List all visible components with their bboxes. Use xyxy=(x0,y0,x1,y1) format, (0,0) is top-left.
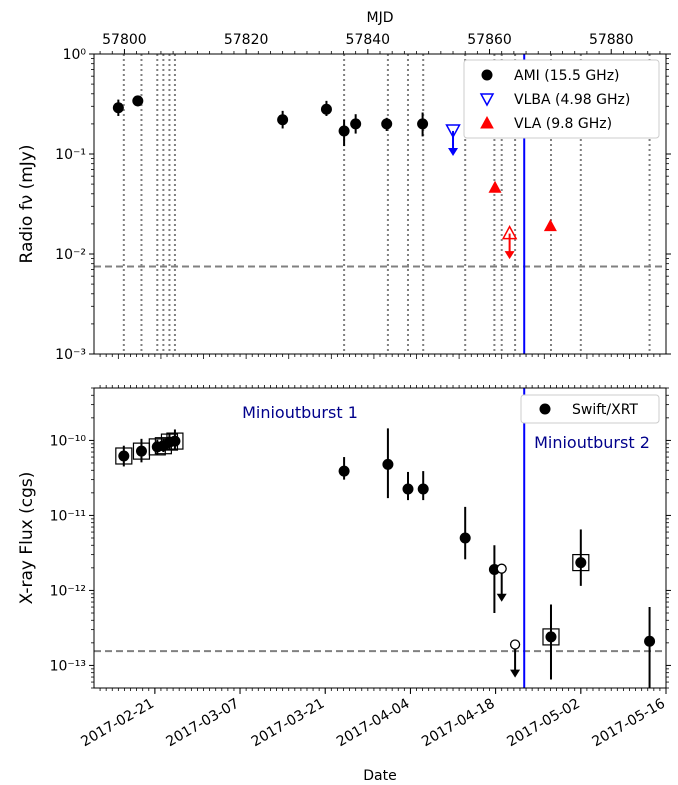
y-tick-label: 10⁻¹³ xyxy=(50,658,86,674)
legend-vla-marker xyxy=(480,115,494,129)
ami-point xyxy=(381,118,393,130)
vla-point xyxy=(488,180,502,193)
date-tick-label: 2017-03-21 xyxy=(249,696,327,751)
mjd-tick-label: 57860 xyxy=(467,32,512,48)
mjd-tick-label: 57880 xyxy=(589,32,634,48)
xrt-point xyxy=(644,635,656,647)
radio-data-marks xyxy=(112,95,557,260)
legend-frame xyxy=(463,59,660,139)
annotation-minioutburst-1: Minioutburst 1 xyxy=(242,403,358,422)
vlba-limit-arrow xyxy=(448,148,459,156)
xrt-point xyxy=(575,557,587,569)
ami-point xyxy=(132,95,144,107)
ami-point xyxy=(350,118,362,130)
legend-vlba-label: VLBA (4.98 GHz) xyxy=(514,92,630,108)
xrt-point xyxy=(338,465,350,477)
xray-legend: Swift/XRT xyxy=(520,394,660,424)
xrt-box xyxy=(115,447,133,465)
y-tick-label: 10⁻¹ xyxy=(55,147,86,163)
xrt-point xyxy=(402,483,414,495)
mjd-tick-label: 57800 xyxy=(102,32,147,48)
legend-vlba-marker xyxy=(479,93,495,107)
date-tick-label: 2017-02-21 xyxy=(78,696,156,751)
xrt-box xyxy=(572,553,590,572)
mjd-axis-title: MJD xyxy=(367,10,394,26)
vlba-point xyxy=(445,124,461,139)
date-tick-label: 2017-05-02 xyxy=(504,696,582,751)
vla-limit-arrow xyxy=(504,251,515,260)
mjd-tick-label: 57840 xyxy=(346,32,391,48)
xrt-point xyxy=(135,445,147,457)
xrt-point xyxy=(545,631,557,643)
xrt-box xyxy=(166,432,184,450)
legend-xrt-label: Swift/XRT xyxy=(572,402,638,418)
y-tick-label: 10⁻¹² xyxy=(50,583,86,599)
date-axis-title: Date xyxy=(363,768,396,784)
xrt-point xyxy=(118,450,130,462)
legend-xrt-marker xyxy=(539,403,551,415)
ami-point xyxy=(320,103,332,115)
date-tick-label: 2017-03-07 xyxy=(164,696,242,751)
radio-legend: AMI (15.5 GHz) VLBA (4.98 GHz) VLA (9.8 … xyxy=(463,59,660,139)
y-tick-label: 10⁻² xyxy=(55,247,86,263)
xrt-box xyxy=(542,628,560,646)
xray-data-marks xyxy=(115,428,656,688)
xrt-point xyxy=(382,458,394,470)
radio-panel: MJD Radio fν (mJy) 10⁻³ 10⁻² 10⁻¹ 10⁰ 57800 5… xyxy=(17,10,671,363)
vla-point xyxy=(543,219,557,232)
y-tick-label: 10⁻³ xyxy=(55,347,86,363)
radio-y-axis-title: Radio fν (mJy) xyxy=(17,145,37,264)
ami-point xyxy=(417,118,429,130)
annotation-minioutburst-2: Minioutburst 2 xyxy=(534,433,650,452)
legend-vla-label: VLA (9.8 GHz) xyxy=(514,116,612,132)
mjd-tick-label: 57820 xyxy=(224,32,269,48)
xrt-point xyxy=(169,435,181,447)
date-tick-label: 2017-04-18 xyxy=(419,696,497,751)
ami-point xyxy=(338,125,350,137)
xray-panel: X-ray Flux (cgs) 10⁻¹³ 10⁻¹² 10⁻¹¹ 10⁻¹⁰ 201… xyxy=(17,385,671,784)
xrt-point xyxy=(417,483,429,495)
ami-point xyxy=(277,114,289,126)
vla-point xyxy=(501,225,518,240)
xray-y-axis-title: X-ray Flux (cgs) xyxy=(17,472,37,605)
legend-ami-label: AMI (15.5 GHz) xyxy=(514,68,620,84)
ami-point xyxy=(112,102,124,114)
legend-ami-marker xyxy=(481,69,493,81)
xrt-limit-point xyxy=(509,639,521,650)
date-tick-label: 2017-04-04 xyxy=(334,696,413,751)
xrt-limit-point xyxy=(496,563,507,574)
date-tick-label: 2017-05-16 xyxy=(590,696,669,751)
xrt-point xyxy=(459,532,471,544)
y-tick-label: 10⁰ xyxy=(63,47,87,63)
radio-axes: 10⁻³ 10⁻² 10⁻¹ 10⁰ 57800 57820 57840 57860 57880 xyxy=(55,32,671,363)
y-tick-label: 10⁻¹⁰ xyxy=(50,433,87,449)
y-tick-label: 10⁻¹¹ xyxy=(50,508,86,524)
xrt-limit-arrow xyxy=(496,593,507,602)
xrt-limit-arrow xyxy=(510,669,521,678)
legend-frame xyxy=(520,394,660,424)
